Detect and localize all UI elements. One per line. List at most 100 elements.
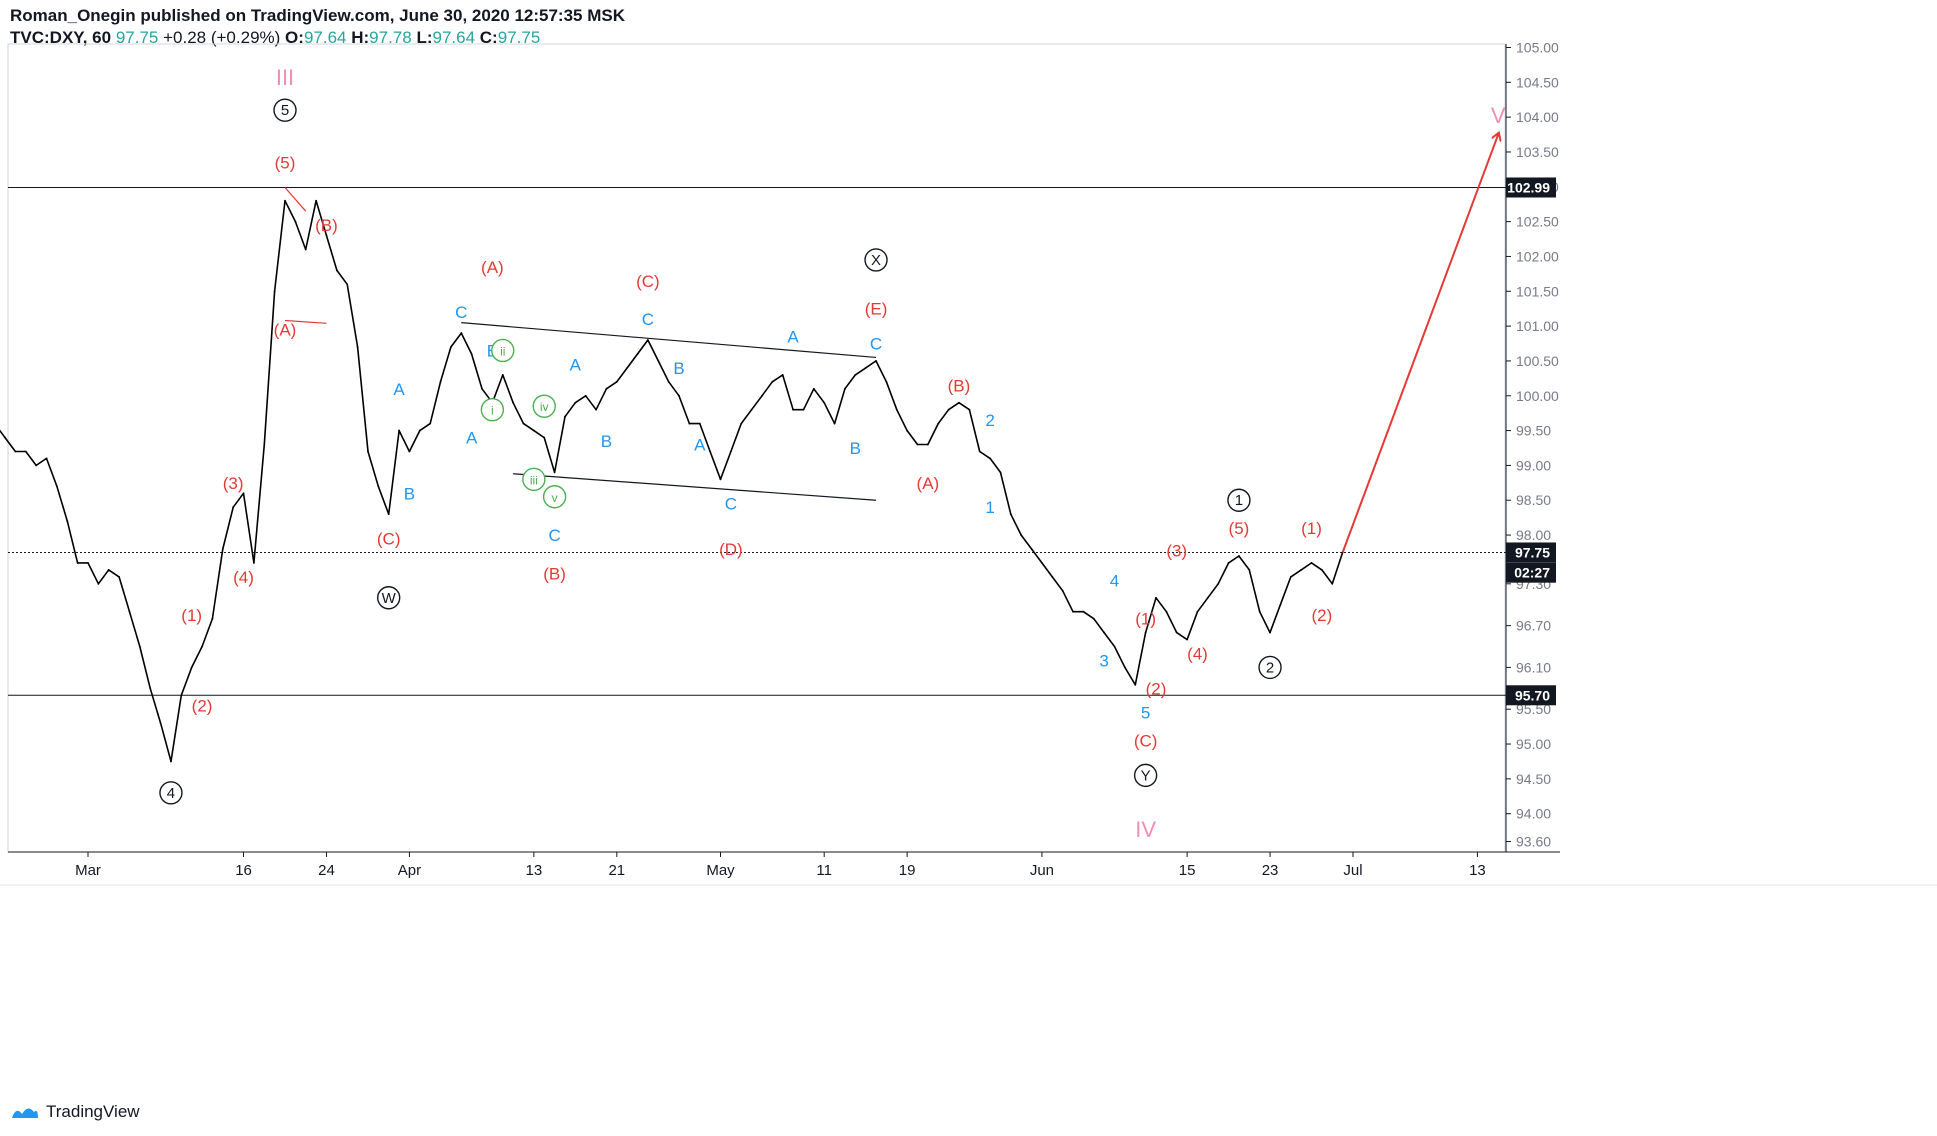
wave-label-circle <box>1227 488 1251 512</box>
wave-label: (5) <box>275 153 296 172</box>
price-point <box>1155 596 1157 599</box>
price-point <box>771 380 774 383</box>
price-point <box>1320 568 1323 571</box>
wave-label: (B) <box>315 216 338 235</box>
price-point <box>242 492 245 495</box>
price-point <box>418 429 421 432</box>
price-point <box>66 520 69 523</box>
price-point <box>97 582 100 585</box>
price-point <box>284 199 286 202</box>
price-point <box>709 450 712 453</box>
wave-label: A <box>393 380 405 399</box>
y-tick-label: 104.50 <box>1516 74 1559 90</box>
y-tick-label: 104.00 <box>1516 109 1559 125</box>
price-point <box>1279 603 1282 606</box>
price-point <box>574 401 577 404</box>
price-point <box>926 443 929 446</box>
price-tag-label: 95.70 <box>1515 687 1550 703</box>
wave-label: IV <box>1135 817 1156 842</box>
wave-label-circle <box>491 338 515 363</box>
price-point <box>221 548 224 550</box>
price-point <box>1206 596 1209 599</box>
price-point <box>958 401 960 404</box>
price-point <box>377 485 380 488</box>
wave-label-circle <box>542 485 567 509</box>
wave-label: Y <box>1141 767 1151 784</box>
open-label: O: <box>285 28 304 47</box>
price-point <box>1103 631 1106 634</box>
trend-line <box>284 187 307 212</box>
price-point <box>605 387 608 390</box>
price-point <box>128 610 131 613</box>
price-point <box>1175 631 1178 634</box>
high-label: H: <box>351 28 370 47</box>
price-point <box>1310 562 1313 564</box>
x-tick-label: May <box>706 862 735 879</box>
price-point <box>698 422 701 425</box>
price-tag-box <box>1506 562 1556 583</box>
wave-label: 2 <box>1266 659 1274 676</box>
price-point <box>543 436 546 439</box>
brand-text: TradingView <box>46 1102 140 1121</box>
price-point <box>750 408 753 411</box>
price-point <box>989 457 991 460</box>
price-point <box>636 353 639 355</box>
x-tick-label: 16 <box>235 862 252 879</box>
wave-labels: III5(5)(B)(A)(3)(4)(1)(2)4AB(C)W(A)CBiii… <box>159 65 1506 842</box>
wave-label: (5) <box>1229 519 1250 538</box>
wave-label: i <box>491 404 494 418</box>
low-value: 97.64 <box>432 28 476 47</box>
price-point <box>667 380 670 383</box>
price-point <box>211 617 214 620</box>
price-point <box>647 339 649 341</box>
x-tick-label: 24 <box>318 862 335 879</box>
wave-label: C <box>725 495 737 514</box>
y-tick-label: 94.00 <box>1516 806 1551 822</box>
price-point <box>1248 568 1251 571</box>
price-point <box>159 722 162 725</box>
y-tick-label: 105.00 <box>1516 39 1559 55</box>
wave-label: (4) <box>1187 644 1208 663</box>
price-point <box>170 760 172 763</box>
wave-label: (3) <box>1166 541 1187 560</box>
price-point <box>346 283 349 286</box>
wave-label: 5 <box>1141 704 1150 723</box>
price-tag-box <box>1506 685 1556 706</box>
wave-label: 4 <box>1110 571 1119 590</box>
price-change: +0.28 (+0.29%) <box>163 28 281 47</box>
price-point <box>833 422 836 425</box>
price-tag-box <box>1506 542 1556 563</box>
price-point <box>1072 610 1074 613</box>
wave-label: 2 <box>985 411 994 430</box>
price-point <box>55 485 58 488</box>
x-tick-label: Apr <box>398 862 421 879</box>
tradingview-brand[interactable]: TradingView <box>10 1102 140 1122</box>
y-tick-label: 100.50 <box>1516 353 1559 369</box>
wave-label: A <box>787 328 799 347</box>
price-point <box>1165 610 1168 613</box>
wave-label: (1) <box>1135 610 1156 629</box>
wave-label: A <box>694 436 706 455</box>
price-point <box>1113 645 1116 648</box>
y-tick-label: 103.50 <box>1516 144 1559 160</box>
symbol-line: TVC:DXY, 60 97.75 +0.28 (+0.29%) O:97.64… <box>10 27 625 49</box>
wave-label: v <box>552 491 558 505</box>
wave-label-circle <box>522 467 546 492</box>
price-point <box>1051 575 1054 578</box>
price-point <box>812 387 815 390</box>
x-axis-ticks: Mar 16 24 Apr 13 21 May 11 19 Jun 15 23 Jul 13 <box>75 852 1486 879</box>
price-point <box>895 408 898 411</box>
wave-label: B <box>601 432 612 451</box>
x-tick-label: Jun <box>1030 862 1054 879</box>
wave-label: (B) <box>543 564 566 583</box>
wave-label: A <box>570 355 582 374</box>
price-point <box>740 422 743 425</box>
price-point <box>501 373 504 376</box>
price-point <box>1020 534 1023 536</box>
tradingview-logo-icon <box>12 1108 38 1118</box>
price-point <box>450 346 452 348</box>
price-point <box>398 429 400 432</box>
price-point <box>1238 555 1240 557</box>
wave-label: C <box>870 335 882 354</box>
